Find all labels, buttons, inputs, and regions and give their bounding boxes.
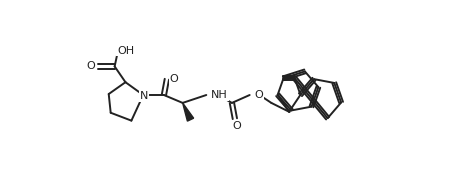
Text: O: O xyxy=(232,121,241,131)
Text: O: O xyxy=(87,61,95,71)
Text: N: N xyxy=(140,91,148,101)
Text: OH: OH xyxy=(117,46,134,56)
Text: O: O xyxy=(169,74,178,84)
Polygon shape xyxy=(182,103,193,121)
Text: NH: NH xyxy=(211,90,227,100)
Text: O: O xyxy=(254,90,263,100)
